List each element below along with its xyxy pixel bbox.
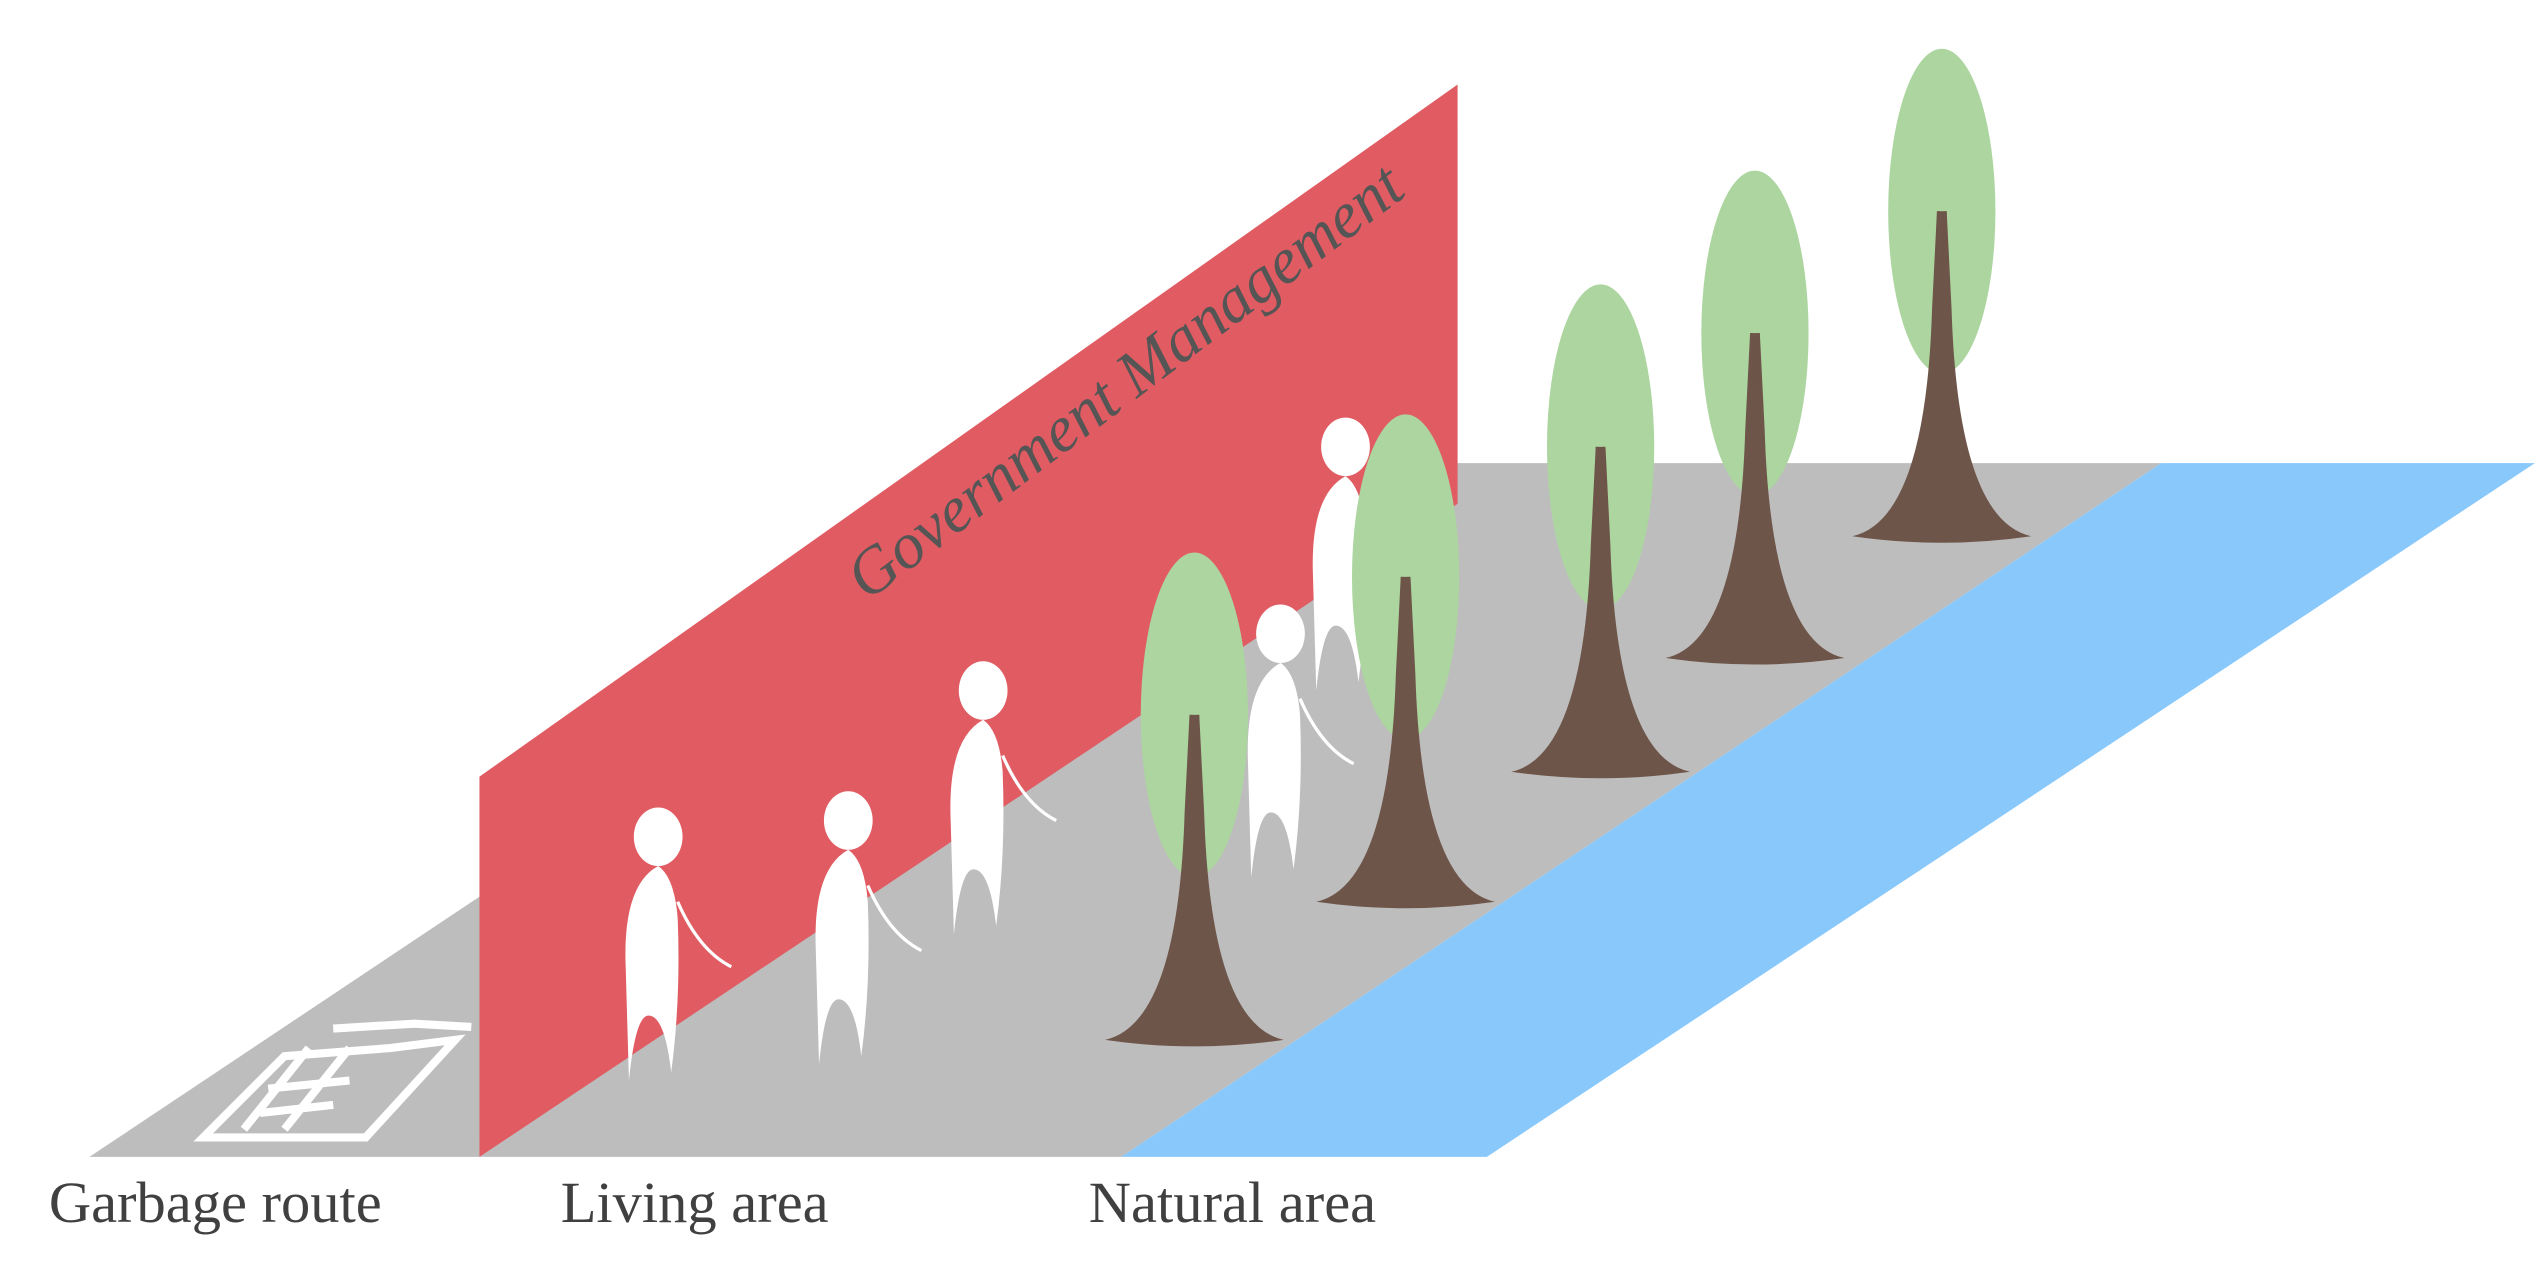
zone-label: Natural area — [1089, 1170, 1376, 1235]
river — [1121, 463, 2535, 1157]
zone-label: Garbage route — [49, 1170, 382, 1235]
wall — [479, 84, 1458, 1157]
zone-label: Living area — [561, 1170, 829, 1235]
trash-icon — [193, 1019, 472, 1142]
scene: Government Management Garbage route Livi… — [49, 47, 2535, 1235]
